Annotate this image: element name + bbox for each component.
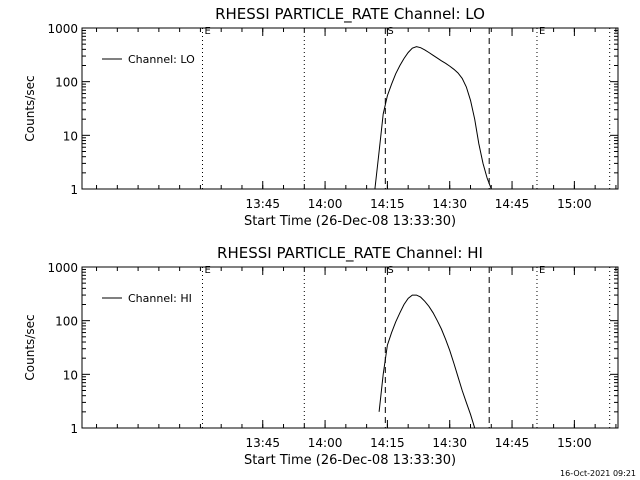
y-tick-label: 10 [63, 368, 78, 382]
marker-label: E [204, 265, 210, 276]
series-line [378, 294, 476, 429]
x-tick-label: 14:45 [495, 197, 530, 211]
legend-label: Channel: HI [128, 292, 192, 305]
legend-label: Channel: LO [128, 53, 195, 66]
plot-frame [81, 266, 619, 429]
footer-timestamp: 16-Oct-2021 09:21 [560, 469, 636, 478]
x-tick-label: 14:30 [432, 197, 467, 211]
y-tick-label: 100 [55, 315, 78, 329]
chart-panel-hi: RHESSI PARTICLE_RATE Channel: HI Counts/s… [23, 244, 619, 468]
y-tick-label: 1000 [47, 261, 78, 275]
marker-label: E [539, 26, 545, 37]
chart-panel-lo: RHESSI PARTICLE_RATE Channel: LO Counts/s… [23, 5, 619, 229]
y-tick-label: 1 [70, 183, 78, 197]
x-tick-label: 15:00 [557, 197, 592, 211]
x-tick-label: 14:30 [432, 436, 467, 450]
x-axis-label: Start Time (26-Dec-08 13:33:30) [244, 214, 456, 229]
marker-label: S [387, 26, 393, 37]
y-tick-label: 100 [55, 76, 78, 90]
chart-title: RHESSI PARTICLE_RATE Channel: LO [215, 5, 485, 24]
y-tick-label: 10 [63, 129, 78, 143]
y-tick-label: 1 [70, 422, 78, 436]
y-axis-label: Counts/sec [23, 75, 37, 141]
x-tick-label: 14:15 [370, 197, 405, 211]
x-tick-label: 13:45 [245, 436, 280, 450]
x-tick-label: 14:00 [308, 197, 343, 211]
x-tick-label: 14:00 [308, 436, 343, 450]
marker-label: E [204, 26, 210, 37]
marker-label: S [387, 265, 393, 276]
y-axis-label: Counts/sec [23, 314, 37, 380]
x-tick-label: 14:15 [370, 436, 405, 450]
plot-frame [81, 27, 619, 190]
marker-label: E [539, 265, 545, 276]
chart-title: RHESSI PARTICLE_RATE Channel: HI [217, 244, 483, 263]
x-tick-label: 14:45 [495, 436, 530, 450]
x-tick-label: 13:45 [245, 197, 280, 211]
y-tick-label: 1000 [47, 22, 78, 36]
x-axis-label: Start Time (26-Dec-08 13:33:30) [244, 453, 456, 468]
series-line [374, 46, 492, 190]
x-tick-label: 15:00 [557, 436, 592, 450]
